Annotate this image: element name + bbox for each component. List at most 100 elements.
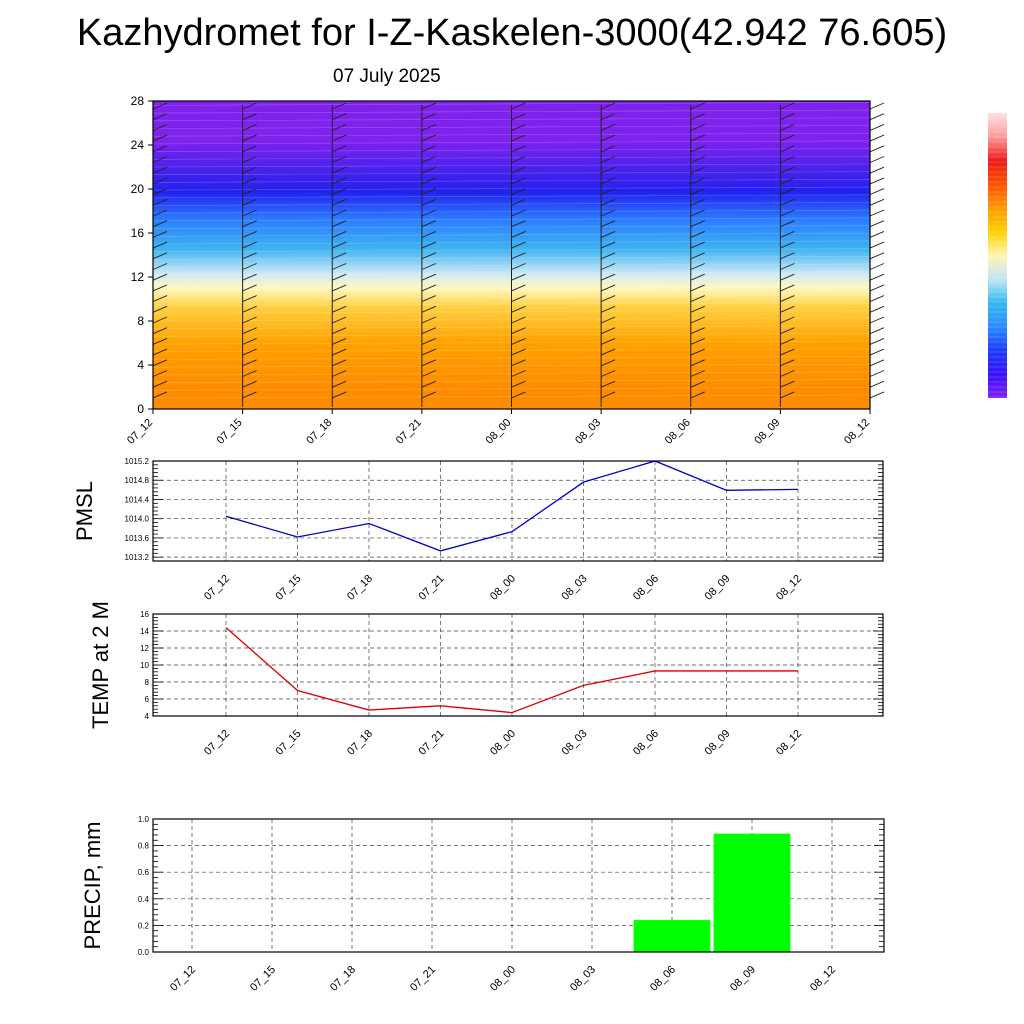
wind-barb — [690, 273, 705, 281]
cross-section-panel: 0 4 8 12 16 20 24 28 07_12 07_15 07_18 07_21 08_00 08… — [125, 94, 885, 447]
wind-barb — [242, 295, 257, 303]
wind-barb — [600, 113, 616, 121]
wind-barb — [600, 337, 616, 345]
x-tick-label: 08_12 — [774, 728, 804, 758]
colorbar-fill — [988, 113, 1007, 398]
wind-barb — [242, 316, 257, 324]
y-tick-label: 1014.4 — [125, 495, 150, 504]
wind-barb — [332, 102, 347, 110]
wind-barb — [869, 209, 885, 217]
wind-barb — [690, 284, 705, 292]
wind-barb — [511, 337, 526, 345]
wind-barb — [600, 263, 616, 270]
wind-barb — [780, 166, 795, 174]
wind-barb — [869, 177, 885, 185]
x-tick-label: 08_03 — [560, 728, 590, 758]
panel-frame — [152, 818, 885, 953]
wind-barb — [242, 391, 257, 399]
colorbar — [988, 113, 1007, 398]
wind-barb — [332, 166, 347, 174]
wind-barb — [511, 113, 526, 121]
wind-barb — [421, 370, 437, 377]
x-tick-label: 07_12 — [168, 964, 198, 994]
y-tick-label: 1014.0 — [125, 515, 150, 524]
wind-barb — [690, 102, 705, 110]
wind-barb — [780, 273, 795, 281]
wind-barb — [421, 359, 437, 367]
wind-barb — [869, 316, 885, 324]
x-tick-label: 07_18 — [345, 573, 375, 603]
wind-barb — [332, 209, 347, 217]
wind-barb — [869, 230, 885, 238]
wind-barb — [421, 123, 437, 131]
wind-barb — [780, 370, 795, 377]
wind-barb — [421, 263, 437, 270]
wind-barb — [421, 327, 437, 335]
wind-barb — [152, 337, 168, 345]
wind-barb — [511, 370, 526, 377]
wind-barb — [421, 166, 437, 174]
wind-barb — [600, 305, 616, 313]
wind-barb — [780, 177, 795, 185]
wind-barb — [242, 220, 257, 228]
wind-barb — [152, 295, 168, 303]
wind-barb — [869, 391, 885, 399]
wind-barb — [242, 370, 257, 377]
wind-barb — [780, 316, 795, 324]
wind-barb — [690, 391, 705, 399]
wind-barb — [152, 166, 168, 174]
wind-barb — [421, 241, 437, 249]
wind-barb — [600, 284, 616, 292]
x-tick-label: 07_21 — [408, 964, 438, 994]
wind-barb — [242, 241, 257, 249]
y-tick-label: 24 — [131, 138, 145, 152]
x-tick-label: 08_03 — [573, 417, 603, 447]
wind-barb — [152, 102, 168, 110]
wind-barb — [152, 198, 168, 206]
wind-barb — [421, 145, 437, 153]
wind-barb — [332, 134, 347, 142]
wind-barb — [690, 337, 705, 345]
chart-subtitle: 07 July 2025 — [333, 66, 441, 87]
wind-barb — [511, 316, 526, 324]
x-tick-label: 08_12 — [808, 964, 838, 994]
x-tick-label: 07_15 — [248, 964, 278, 994]
x-tick-label: 08_06 — [663, 417, 693, 447]
wind-barb — [242, 263, 257, 270]
wind-barb — [332, 305, 347, 313]
wind-barb — [152, 145, 168, 153]
wind-barb — [332, 295, 347, 303]
wind-barb — [332, 156, 347, 163]
wind-barb — [421, 220, 437, 228]
wind-barb — [511, 295, 526, 303]
wind-barb — [421, 348, 437, 356]
wind-barb — [869, 327, 885, 335]
wind-barb — [511, 177, 526, 185]
y-tick-label: 0.0 — [138, 948, 150, 957]
x-tick-label: 07_21 — [417, 573, 447, 603]
wind-barb — [242, 252, 257, 260]
wind-barb — [332, 230, 347, 238]
wind-barb — [511, 134, 526, 142]
wind-barb — [511, 102, 526, 110]
wind-barb — [600, 370, 616, 377]
wind-barb — [511, 220, 526, 228]
wind-barb — [152, 305, 168, 313]
x-tick-label: 07_18 — [328, 964, 358, 994]
wind-barb — [690, 380, 705, 388]
wind-barb — [600, 230, 616, 238]
wind-barb — [152, 113, 168, 121]
wind-barb — [780, 284, 795, 292]
wind-barb — [780, 220, 795, 228]
wind-barb — [690, 241, 705, 249]
wind-barb — [332, 359, 347, 367]
wind-barb — [690, 316, 705, 324]
wind-barb — [690, 209, 705, 217]
x-tick-label: 07_21 — [417, 728, 447, 758]
wind-barb — [869, 337, 885, 345]
wind-barb — [600, 102, 616, 110]
wind-barb — [780, 348, 795, 356]
wind-barb — [152, 391, 168, 399]
wind-barb — [780, 252, 795, 260]
